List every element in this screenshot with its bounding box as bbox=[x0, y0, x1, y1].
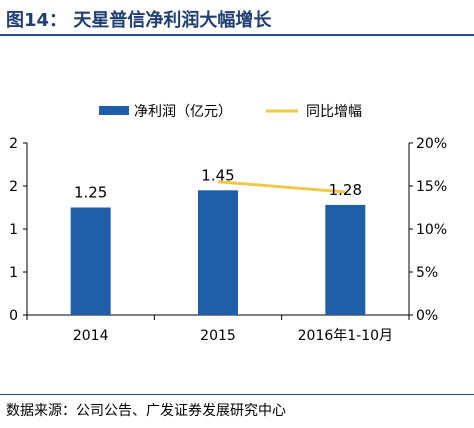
left-y-tick-label: 2 bbox=[9, 136, 18, 152]
x-tick-label: 2014 bbox=[73, 328, 109, 344]
right-y-tick-label: 20% bbox=[416, 136, 447, 152]
right-y-tick-label: 15% bbox=[416, 179, 447, 195]
source-note: 数据来源：公司公告、广发证券发展研究中心 bbox=[6, 403, 286, 419]
page-title: 图14： 天星普信净利润大幅增长 bbox=[6, 10, 272, 31]
bar-value-label: 1.25 bbox=[74, 184, 107, 202]
right-y-tick-label: 5% bbox=[416, 265, 438, 281]
growth-line bbox=[217, 180, 346, 194]
title-divider bbox=[0, 34, 474, 36]
bar bbox=[198, 190, 238, 315]
legend-label-net-profit: 净利润（亿元） bbox=[134, 104, 232, 120]
left-y-tick-label: 0 bbox=[9, 308, 18, 324]
bar-series bbox=[70, 190, 366, 315]
left-y-tick-label: 1 bbox=[9, 222, 18, 238]
footer-divider bbox=[0, 394, 474, 395]
left-y-tick-label: 2 bbox=[9, 179, 18, 195]
bar bbox=[70, 207, 111, 315]
right-y-tick-label: 10% bbox=[416, 222, 447, 238]
x-tick-label: 2015 bbox=[200, 328, 236, 344]
bar-value-label: 1.28 bbox=[329, 181, 362, 199]
legend-label-yoy-growth: 同比增幅 bbox=[306, 104, 362, 120]
bar-value-label: 1.45 bbox=[201, 166, 234, 184]
line-series bbox=[217, 180, 346, 194]
x-tick-label: 2016年1-10月 bbox=[298, 328, 393, 344]
legend-swatch-net-profit bbox=[99, 106, 129, 115]
right-y-tick-label: 0% bbox=[416, 308, 438, 324]
chart-legend: 净利润（亿元） 同比增幅 bbox=[99, 104, 362, 120]
bar bbox=[325, 204, 366, 315]
left-y-tick-label: 1 bbox=[9, 265, 18, 281]
data-labels: 1.25 1.45 1.28 bbox=[74, 166, 362, 201]
